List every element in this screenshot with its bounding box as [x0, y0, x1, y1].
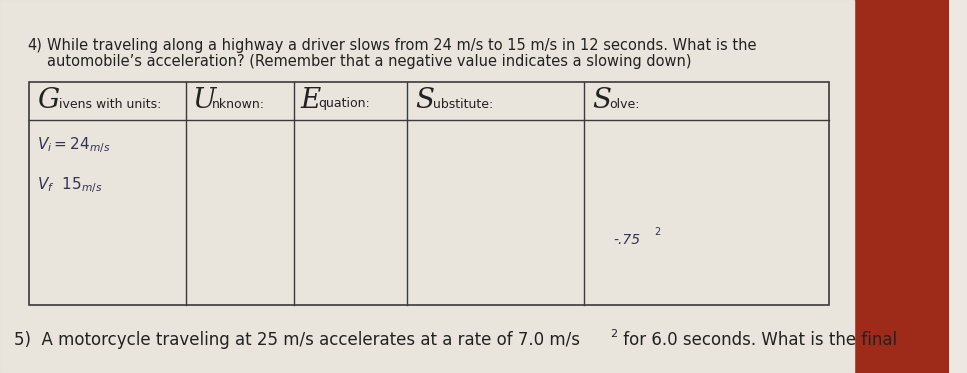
Text: U: U	[192, 88, 216, 115]
Text: 4): 4)	[27, 38, 43, 53]
Text: S: S	[415, 88, 434, 115]
Bar	[29, 82, 830, 305]
Text: While traveling along a highway a driver slows from 24 m/s to 15 m/s in 12 secon: While traveling along a highway a driver…	[47, 38, 756, 53]
Bar	[854, 0, 949, 373]
Text: 2: 2	[655, 227, 660, 237]
Bar	[0, 0, 854, 373]
Bar	[0, 0, 854, 373]
Text: olve:: olve:	[609, 97, 640, 110]
Text: ubstitute:: ubstitute:	[433, 97, 493, 110]
Text: $V_i = 24_{m/s}$: $V_i = 24_{m/s}$	[38, 135, 111, 155]
Text: 2: 2	[610, 329, 618, 339]
Text: $V_f \ \ 15_{m/s}$: $V_f \ \ 15_{m/s}$	[38, 175, 103, 195]
Text: for 6.0 seconds. What is the final: for 6.0 seconds. What is the final	[618, 331, 897, 349]
Text: G: G	[38, 88, 59, 115]
Text: 5)  A motorcycle traveling at 25 m/s accelerates at a rate of 7.0 m/s: 5) A motorcycle traveling at 25 m/s acce…	[14, 331, 580, 349]
Text: nknown:: nknown:	[212, 97, 265, 110]
Text: S: S	[592, 88, 611, 115]
Text: quation:: quation:	[318, 97, 369, 110]
Text: -.75: -.75	[613, 233, 640, 247]
Text: E: E	[301, 88, 321, 115]
Text: ivens with units:: ivens with units:	[59, 97, 161, 110]
Text: automobile’s acceleration? (Remember that a negative value indicates a slowing d: automobile’s acceleration? (Remember tha…	[47, 54, 691, 69]
